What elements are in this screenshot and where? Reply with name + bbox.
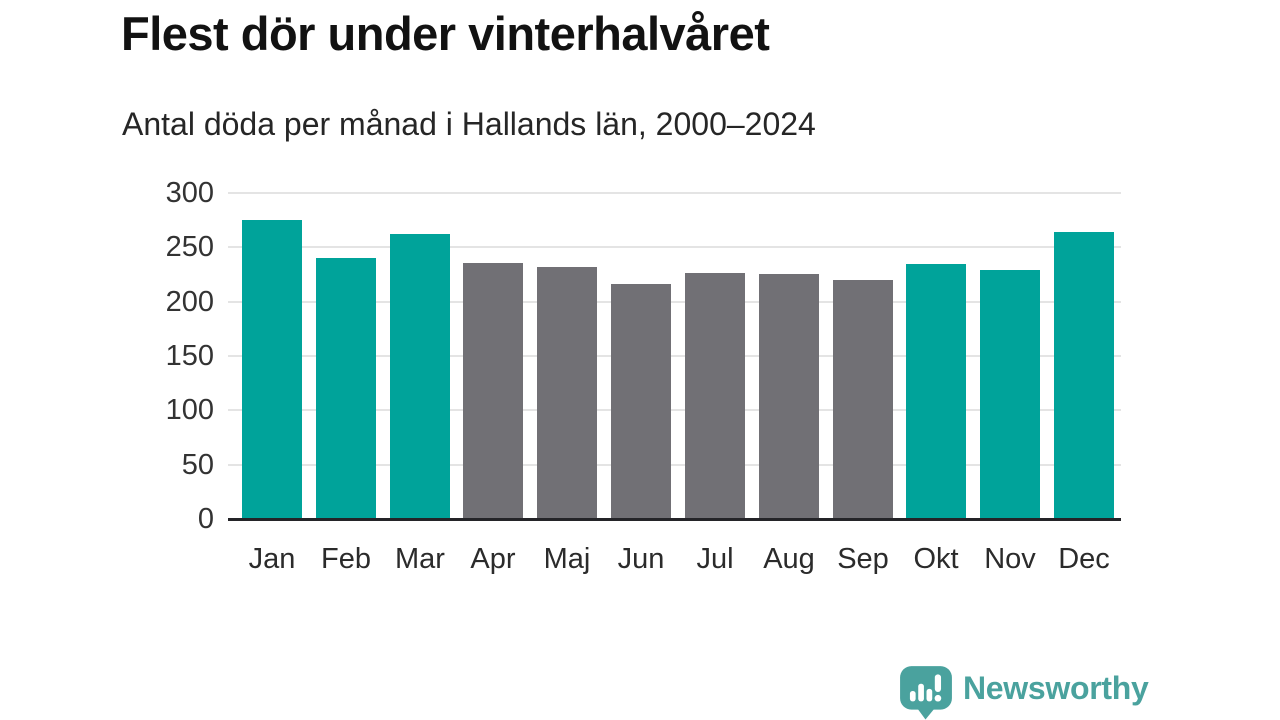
- x-tick-label-feb: Feb: [321, 543, 371, 575]
- bar-feb: [316, 258, 376, 519]
- gridline-150: [228, 355, 1121, 357]
- x-tick-label-okt: Okt: [913, 543, 959, 575]
- y-tick-label: 250: [165, 231, 214, 264]
- bar-dec: [1054, 232, 1114, 519]
- newsworthy-speech-bubble-bar-chart-icon: [900, 666, 952, 720]
- bar-maj: [537, 267, 597, 519]
- x-tick-label-mar: Mar: [395, 543, 445, 575]
- bar-okt: [906, 264, 966, 519]
- x-tick-label-sep: Sep: [837, 543, 889, 575]
- bar-jul: [685, 273, 745, 519]
- bar-jan: [242, 220, 302, 519]
- gridline-50: [228, 463, 1121, 466]
- gridline-300: [228, 192, 1121, 194]
- y-tick-label: 150: [165, 340, 214, 372]
- y-tick-label: 0: [197, 503, 214, 535]
- bar-apr: [463, 263, 523, 519]
- y-tick-label: 200: [165, 285, 214, 318]
- gridline-100: [228, 409, 1121, 412]
- brand-name: Newsworthy: [963, 669, 1149, 706]
- x-tick-label-dec: Dec: [1058, 543, 1110, 575]
- x-tick-label-jul: Jul: [696, 543, 734, 575]
- bar-mar: [390, 234, 450, 519]
- x-tick-label-jun: Jun: [617, 543, 665, 575]
- chart-subtitle: Antal döda per månad i Hallands län, 200…: [122, 106, 816, 142]
- y-tick-label: 300: [165, 177, 214, 209]
- y-tick-label: 100: [165, 394, 214, 427]
- chart-title: Flest dör under vinterhalvåret: [121, 7, 770, 60]
- gridline-250: [228, 246, 1121, 249]
- bar-jun: [611, 284, 671, 519]
- y-tick-label: 50: [181, 448, 214, 481]
- x-axis-line: [228, 517, 1121, 521]
- x-tick-label-nov: Nov: [984, 543, 1036, 575]
- newsworthy-logo: Newsworthy: [898, 664, 1149, 720]
- bar-sep: [833, 280, 893, 519]
- x-tick-label-jan: Jan: [248, 543, 296, 575]
- x-tick-label-maj: Maj: [543, 543, 591, 575]
- x-tick-label-apr: Apr: [470, 543, 516, 575]
- bar-aug: [759, 274, 819, 519]
- bar-nov: [980, 270, 1040, 519]
- gridline-200: [228, 300, 1121, 303]
- x-tick-label-aug: Aug: [763, 543, 815, 575]
